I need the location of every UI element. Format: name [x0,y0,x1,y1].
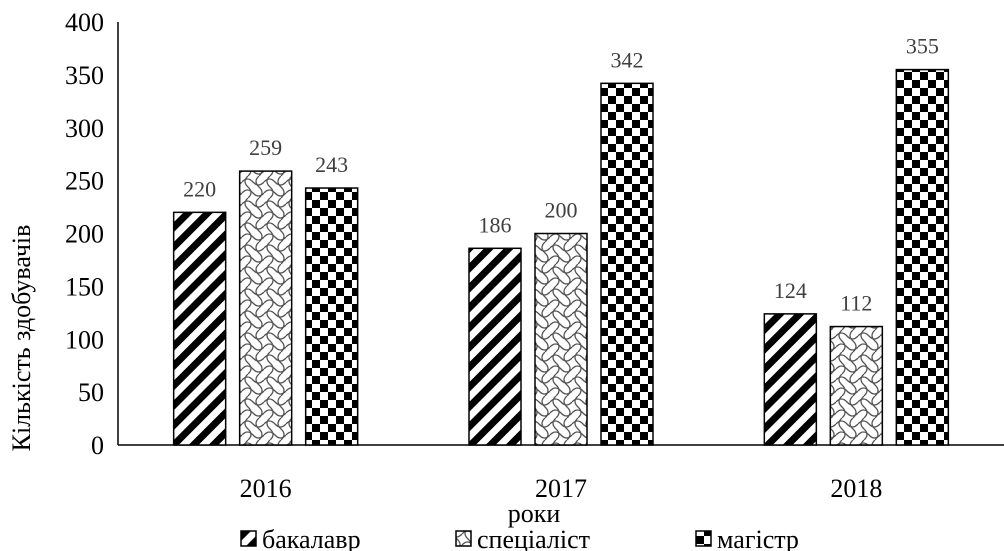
bar-checker-2018 [895,68,950,446]
legend: бакалавр спеціаліст магістр [240,525,799,551]
y-tick-label: 50 [78,378,104,407]
x-tick-label: 2017 [535,474,587,503]
legend-label: спеціаліст [477,525,590,551]
legend-label: бакалавр [262,525,361,551]
data-label: 124 [774,278,807,303]
y-tick-label: 0 [91,431,104,460]
legend-swatch-checker [695,530,712,547]
x-axis-title: роки [508,499,561,528]
bar-wave-2016 [238,170,293,446]
legend-label: магістр [717,525,799,551]
bar-diagonal-2016 [172,211,227,446]
legend-swatch-diagonal [240,530,257,547]
bar-wave-2017 [534,232,588,446]
y-axis-title: Кількість здобувачів [7,225,36,452]
data-label: 186 [479,212,512,237]
x-tick-label: 2016 [240,474,292,503]
bar-checker-2017 [600,82,654,446]
bar-diagonal-2018 [763,313,818,446]
bars [172,68,950,446]
y-tick-label: 100 [65,325,104,354]
y-tick-label: 350 [65,61,104,90]
y-tick-label: 400 [65,8,104,37]
bar-checker-2016 [304,187,359,446]
data-label: 355 [906,34,939,59]
y-axis-ticks: 0 50 100 150 200 250 300 350 400 [65,8,104,460]
data-labels: 220 259 243 186 200 342 124 112 355 [183,34,939,316]
y-tick-label: 150 [65,272,104,301]
data-label: 220 [183,176,216,201]
bar-diagonal-2017 [468,247,522,446]
y-tick-label: 300 [65,114,104,143]
y-tick-label: 250 [65,167,104,196]
x-tick-label: 2018 [830,474,882,503]
data-label: 200 [545,198,578,223]
legend-swatch-wave [455,530,472,547]
data-label: 243 [315,152,348,177]
y-tick-label: 200 [65,220,104,249]
data-label: 342 [611,47,644,72]
data-label: 259 [249,135,282,160]
bar-wave-2018 [829,325,884,446]
x-axis-ticks: 2016 2017 2018 [240,474,883,503]
data-label: 112 [840,291,872,316]
